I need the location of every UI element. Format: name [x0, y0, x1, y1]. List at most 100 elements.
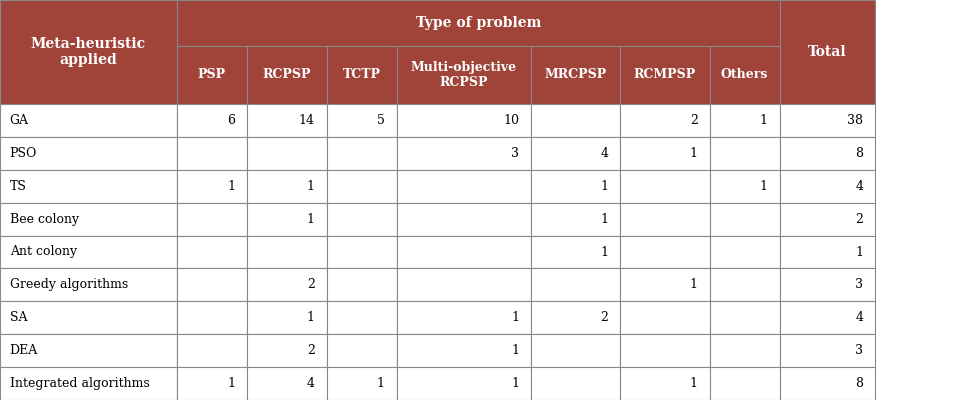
Text: 1: 1	[307, 213, 315, 226]
Text: MRCPSP: MRCPSP	[544, 68, 607, 82]
Bar	[327, 301, 397, 334]
Text: Integrated algorithms: Integrated algorithms	[10, 377, 150, 390]
Bar	[327, 137, 397, 170]
Bar	[397, 104, 531, 137]
Bar	[177, 104, 247, 137]
Bar	[780, 334, 875, 367]
Bar	[710, 367, 780, 400]
Bar	[620, 236, 710, 268]
Bar	[327, 203, 397, 236]
Bar	[327, 46, 397, 104]
Text: 1: 1	[511, 311, 519, 324]
Bar	[531, 236, 620, 268]
Text: Bee colony: Bee colony	[10, 213, 79, 226]
Text: 1: 1	[227, 377, 235, 390]
Bar	[397, 367, 531, 400]
Bar	[397, 170, 531, 203]
Bar	[0, 236, 177, 268]
Text: 1: 1	[601, 213, 608, 226]
Bar	[0, 301, 177, 334]
Bar	[397, 137, 531, 170]
Bar	[710, 203, 780, 236]
Bar	[247, 301, 327, 334]
Bar	[327, 170, 397, 203]
Bar	[531, 367, 620, 400]
Bar	[780, 236, 875, 268]
Text: 1: 1	[377, 377, 385, 390]
Text: 1: 1	[855, 246, 863, 258]
Text: 1: 1	[307, 311, 315, 324]
Bar	[0, 334, 177, 367]
Bar	[177, 301, 247, 334]
Bar	[531, 46, 620, 104]
Bar	[247, 104, 327, 137]
Text: Total: Total	[808, 45, 847, 59]
Bar	[620, 268, 710, 301]
Bar	[327, 104, 397, 137]
Bar	[531, 268, 620, 301]
Bar	[177, 203, 247, 236]
Text: 1: 1	[601, 246, 608, 258]
Bar	[0, 137, 177, 170]
Text: RCPSP: RCPSP	[262, 68, 311, 82]
Text: 1: 1	[511, 344, 519, 357]
Text: 1: 1	[690, 278, 698, 291]
Text: 1: 1	[690, 147, 698, 160]
Bar	[0, 104, 177, 137]
Bar	[177, 46, 247, 104]
Bar	[780, 137, 875, 170]
Text: 2: 2	[855, 213, 863, 226]
Bar	[620, 137, 710, 170]
Bar	[177, 367, 247, 400]
Bar	[177, 334, 247, 367]
Text: 6: 6	[227, 114, 235, 127]
Text: DEA: DEA	[10, 344, 38, 357]
Text: 4: 4	[307, 377, 315, 390]
Text: 38: 38	[848, 114, 863, 127]
Text: 4: 4	[855, 311, 863, 324]
Bar	[247, 46, 327, 104]
Text: 3: 3	[855, 278, 863, 291]
Text: TCTP: TCTP	[342, 68, 381, 82]
Bar	[397, 301, 531, 334]
Text: 1: 1	[760, 180, 768, 193]
Bar	[177, 170, 247, 203]
Text: 1: 1	[690, 377, 698, 390]
Bar	[247, 137, 327, 170]
Bar	[177, 137, 247, 170]
Bar	[780, 203, 875, 236]
Text: 1: 1	[227, 180, 235, 193]
Bar	[177, 268, 247, 301]
Bar	[531, 137, 620, 170]
Text: 1: 1	[601, 180, 608, 193]
Bar	[710, 104, 780, 137]
Text: 10: 10	[503, 114, 519, 127]
Bar	[327, 367, 397, 400]
Bar	[327, 268, 397, 301]
Text: 5: 5	[377, 114, 385, 127]
Text: GA: GA	[10, 114, 29, 127]
Text: 1: 1	[760, 114, 768, 127]
Bar	[780, 0, 875, 104]
Text: Multi-objective
RCPSP: Multi-objective RCPSP	[410, 61, 517, 89]
Bar	[0, 367, 177, 400]
Bar	[531, 104, 620, 137]
Text: 1: 1	[511, 377, 519, 390]
Text: 14: 14	[299, 114, 315, 127]
Bar	[620, 367, 710, 400]
Bar	[780, 367, 875, 400]
Text: Others: Others	[721, 68, 768, 82]
Text: 4: 4	[601, 147, 608, 160]
Text: 8: 8	[855, 147, 863, 160]
Text: 1: 1	[307, 180, 315, 193]
Text: Meta-heuristic
applied: Meta-heuristic applied	[31, 37, 146, 67]
Text: SA: SA	[10, 311, 27, 324]
Bar	[397, 203, 531, 236]
Bar	[780, 170, 875, 203]
Text: 2: 2	[307, 344, 315, 357]
Bar	[710, 170, 780, 203]
Bar	[531, 301, 620, 334]
Bar	[710, 46, 780, 104]
Bar	[247, 268, 327, 301]
Text: PSP: PSP	[198, 68, 226, 82]
